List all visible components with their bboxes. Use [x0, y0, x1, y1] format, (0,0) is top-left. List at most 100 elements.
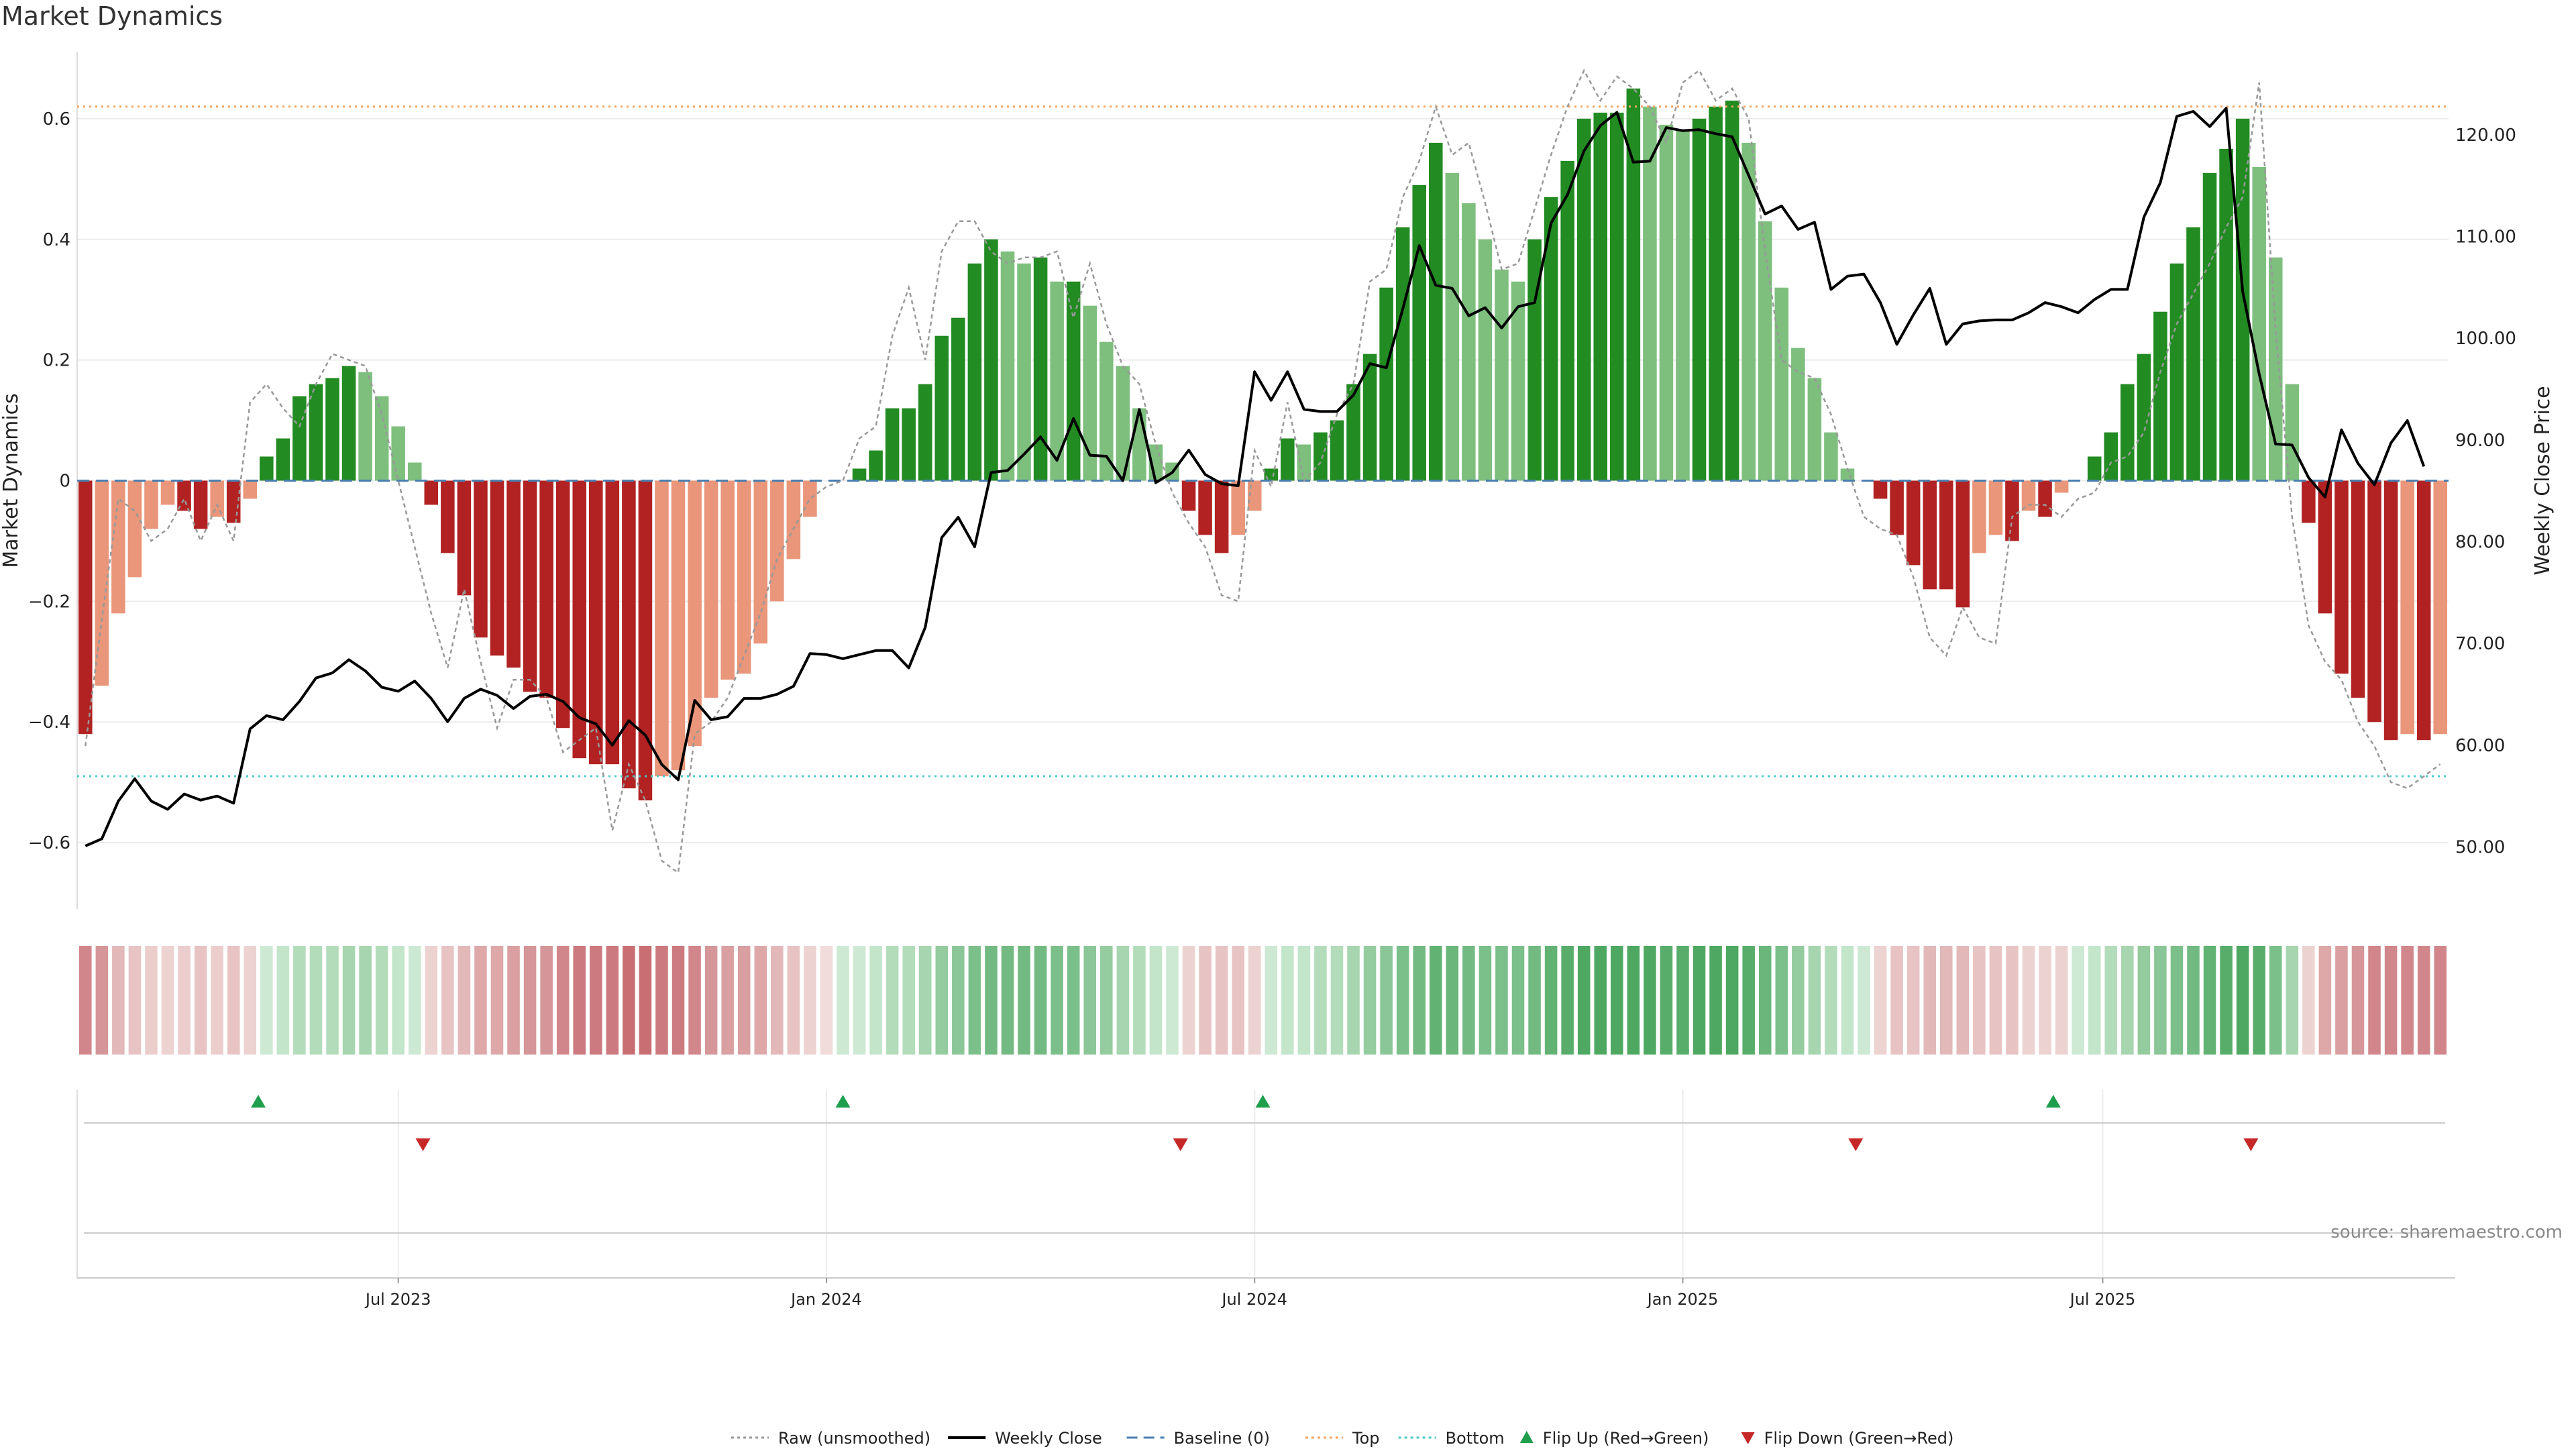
histogram-bar	[1692, 118, 1707, 481]
y-tick-label: −0.6	[28, 833, 70, 853]
histogram-bar	[786, 480, 801, 559]
histogram-bar	[1017, 263, 1031, 481]
heat-strip-cell	[1841, 946, 1854, 1055]
heat-strip-cell	[985, 946, 998, 1055]
heat-strip-cell	[869, 946, 882, 1055]
heat-strip-cell	[2351, 946, 2365, 1055]
histogram-bar	[555, 480, 570, 729]
heat-strip-cell	[260, 946, 273, 1055]
legend-label: Top	[1352, 1429, 1380, 1448]
heat-strip-cell	[1133, 946, 1146, 1055]
histogram-bar	[374, 396, 389, 481]
heat-strip-cell	[2401, 946, 2414, 1055]
heat-strip-cell	[672, 946, 685, 1055]
histogram-bar	[655, 480, 669, 777]
histogram-bar	[1873, 480, 1888, 499]
histogram-bar	[1939, 480, 1953, 590]
histogram-bar	[127, 480, 142, 578]
legend-item: Flip Up (Red→Green)	[1519, 1429, 1709, 1448]
heat-strip-cell	[2170, 946, 2184, 1055]
heat-strip-cell	[211, 946, 223, 1055]
heat-strip-cell	[1627, 946, 1640, 1055]
heat-strip-cell	[326, 946, 339, 1055]
heat-strip-cell	[1495, 946, 1508, 1055]
heat-strip-cell	[1182, 946, 1195, 1055]
histogram-bar	[720, 480, 735, 680]
heat-strip-cell	[2286, 946, 2299, 1055]
heat-strip-cell	[655, 946, 668, 1055]
heat-strip-cell	[1644, 946, 1656, 1055]
histogram-bar	[1741, 142, 1756, 481]
histogram-bar	[2038, 480, 2052, 517]
histogram-bar	[341, 366, 356, 481]
heat-strip-cell	[458, 946, 471, 1055]
legend-label: Raw (unsmoothed)	[778, 1429, 930, 1448]
heat-strip-cell	[737, 946, 751, 1055]
heat-strip-cell	[128, 946, 142, 1055]
histogram-bar	[1676, 130, 1690, 481]
flip-down-marker	[1173, 1138, 1188, 1151]
histogram-bar	[1890, 480, 1904, 535]
heat-strip-cell	[1396, 946, 1409, 1055]
histogram-bar	[803, 480, 817, 517]
histogram-bar	[276, 438, 290, 481]
histogram-bar	[1988, 480, 2003, 535]
heat-strip-cell	[392, 946, 405, 1055]
heat-strip-cell	[2302, 946, 2315, 1055]
heat-strip-cell	[1825, 946, 1837, 1055]
heat-strip-cell	[1018, 946, 1030, 1055]
heat-strip-cell	[804, 946, 816, 1055]
histogram-bar	[325, 378, 339, 481]
histogram-bar	[605, 480, 620, 765]
histogram-bar	[1281, 438, 1295, 481]
legend-item: Baseline (0)	[1126, 1429, 1270, 1448]
heat-strip-cell	[1611, 946, 1623, 1055]
histogram-bar	[1610, 112, 1624, 481]
histogram-bar	[95, 480, 109, 686]
heat-strip-cell	[1939, 946, 1953, 1055]
heat-strip-cell	[1116, 946, 1130, 1055]
heat-strip-cell	[2384, 946, 2398, 1055]
heat-strip-cell	[2417, 946, 2430, 1055]
heat-strip-cell	[1561, 946, 1574, 1055]
heat-strip-cell	[935, 946, 949, 1055]
histogram-bar	[1313, 432, 1328, 481]
histogram-bar	[2219, 148, 2233, 481]
histogram-bar	[2005, 480, 2019, 541]
histogram-bar	[918, 384, 932, 481]
histogram-bar	[1462, 203, 1476, 481]
heat-strip-cell	[837, 946, 849, 1055]
histogram-bar	[753, 480, 768, 644]
histogram-bar	[1412, 184, 1426, 481]
y2-tick-label: 110.00	[2455, 227, 2516, 248]
heat-strip-cell	[342, 946, 356, 1055]
heat-strip-cell	[441, 946, 454, 1055]
heat-strip-cell	[161, 946, 174, 1055]
histogram-bar	[2104, 432, 2118, 481]
legend-item: Bottom	[1398, 1429, 1505, 1448]
heat-strip-cell	[2154, 946, 2167, 1055]
y-tick-label: 0	[59, 472, 70, 492]
y2-tick-label: 70.00	[2455, 634, 2505, 654]
heat-strip-cell	[2318, 946, 2332, 1055]
histogram-bar	[2121, 384, 2135, 481]
heat-strip-cell	[1742, 946, 1755, 1055]
histogram-bar	[2334, 480, 2349, 674]
histogram-bar	[1626, 88, 1641, 481]
histogram-bar	[424, 480, 439, 505]
flip-up-marker	[2045, 1095, 2061, 1108]
x-tick-label: Jan 2025	[1646, 1290, 1719, 1309]
heat-strip-cell	[2203, 946, 2216, 1055]
histogram-bar	[934, 335, 949, 481]
heat-strip-cell	[2039, 946, 2051, 1055]
heat-strip-cell	[556, 946, 570, 1055]
heat-strip-cell	[1890, 946, 1903, 1055]
legend-item: Flip Down (Green→Red)	[1741, 1429, 1953, 1448]
histogram-bar	[111, 480, 125, 614]
histogram-bar	[1544, 197, 1558, 481]
histogram-bar	[523, 480, 537, 692]
heat-strip-cell	[408, 946, 421, 1055]
x-tick-label: Jan 2024	[790, 1290, 862, 1309]
histogram-bar	[1593, 112, 1608, 481]
heat-strip-cell	[623, 946, 635, 1055]
